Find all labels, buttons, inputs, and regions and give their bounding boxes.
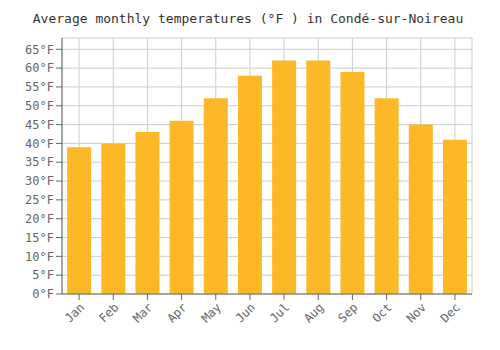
svg-text:Apr: Apr (164, 300, 189, 325)
svg-text:40°F: 40°F (25, 137, 54, 151)
svg-text:May: May (199, 300, 224, 325)
html-text:Average monthly temperatures (: Average monthly temperatures (°F ) in Co… (32, 11, 464, 26)
svg-text:Jul: Jul (267, 300, 292, 325)
svg-text:Jun: Jun (233, 300, 258, 325)
svg-text:15°F: 15°F (25, 231, 54, 245)
svg-text:Aug: Aug (301, 300, 326, 325)
svg-text:5°F: 5°F (32, 268, 54, 282)
svg-text:30°F: 30°F (25, 174, 54, 188)
svg-text:Oct: Oct (369, 300, 394, 325)
svg-text:Sep: Sep (335, 300, 360, 325)
svg-text:Dec: Dec (438, 300, 463, 325)
svg-text:35°F: 35°F (25, 155, 54, 169)
svg-text:50°F: 50°F (25, 99, 54, 113)
svg-text:Jan: Jan (62, 300, 87, 325)
svg-text:Mar: Mar (130, 300, 155, 325)
svg-text:Feb: Feb (96, 300, 121, 325)
svg-text:10°F: 10°F (25, 250, 54, 264)
svg-text:20°F: 20°F (25, 212, 54, 226)
svg-text:Nov: Nov (404, 300, 429, 325)
svg-text:25°F: 25°F (25, 193, 54, 207)
svg-text:45°F: 45°F (25, 118, 54, 132)
svg-text:55°F: 55°F (25, 80, 54, 94)
svg-text:0°F: 0°F (32, 287, 54, 301)
svg-text:60°F: 60°F (25, 61, 54, 75)
svg-text:65°F: 65°F (25, 43, 54, 57)
